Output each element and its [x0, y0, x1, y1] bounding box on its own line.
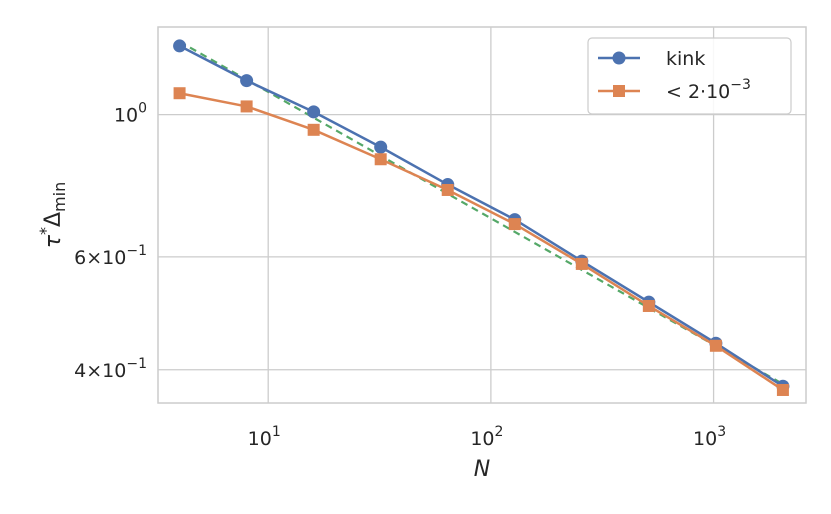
x-tick-label-0: 101 [248, 424, 281, 450]
y-tick-label-1: 6×10−1 [74, 243, 147, 269]
series-threshold-point-1 [240, 100, 253, 113]
y-axis-label-sub: min [50, 182, 69, 212]
y-tick-label-0: 100 [114, 101, 147, 127]
series-kink-line [179, 44, 784, 388]
series-threshold-point-3 [374, 153, 387, 166]
x-tick-exponent: 2 [495, 424, 504, 440]
svg-text:τ*Δmin: τ*Δmin [36, 182, 69, 248]
y-tick-exponent: −1 [126, 243, 147, 259]
y-tick-exponent: −1 [126, 356, 147, 372]
x-axis-label: N [474, 457, 490, 482]
legend-threshold-marker [613, 85, 625, 97]
x-tick-base: 10 [248, 428, 272, 450]
y-tick-exponent: 0 [138, 101, 147, 117]
series-threshold-line [179, 91, 784, 392]
series-group [173, 39, 790, 396]
x-tick-labels: 101 102 103 [248, 424, 726, 450]
y-axis-label: τ*Δmin [36, 182, 69, 248]
series-threshold-point-9 [776, 383, 789, 396]
plot-frame [157, 26, 807, 404]
legend-threshold-exp: −3 [730, 77, 751, 93]
x-tick-label-2: 103 [693, 424, 726, 450]
x-tick-exponent: 1 [272, 424, 281, 440]
x-tick-label-1: 102 [470, 424, 503, 450]
y-tick-base: 10 [114, 105, 138, 127]
legend-kink-label: kink [666, 48, 705, 70]
series-threshold-point-8 [709, 339, 722, 352]
x-tick-base: 10 [470, 428, 494, 450]
legend: kink < 2·10−3 [587, 37, 792, 115]
series-threshold-point-7 [642, 299, 655, 312]
series-threshold-point-5 [508, 218, 521, 231]
y-tick-label-2: 4×10−1 [74, 356, 147, 382]
legend-threshold-text: < 2·10 [666, 81, 730, 103]
series-threshold-point-4 [441, 183, 454, 196]
series-threshold-point-6 [575, 257, 588, 270]
series-threshold-point-2 [307, 123, 320, 136]
series-kink-point-2 [307, 105, 321, 119]
legend-threshold-label: < 2·10−3 [666, 77, 751, 103]
series-threshold-point-0 [173, 87, 186, 100]
y-axis-label-star: * [36, 227, 55, 235]
y-tick-base: 4×10 [74, 360, 126, 382]
y-axis-label-tau: τ [41, 234, 66, 248]
x-tick-base: 10 [693, 428, 717, 450]
series-kink-point-1 [240, 74, 254, 88]
x-tick-exponent: 3 [717, 424, 726, 440]
legend-kink-marker [612, 51, 626, 65]
series-kink-point-0 [173, 39, 187, 53]
y-axis-label-delta: Δ [41, 212, 66, 227]
y-tick-base: 6×10 [74, 247, 126, 269]
series-kink-point-3 [374, 140, 388, 154]
